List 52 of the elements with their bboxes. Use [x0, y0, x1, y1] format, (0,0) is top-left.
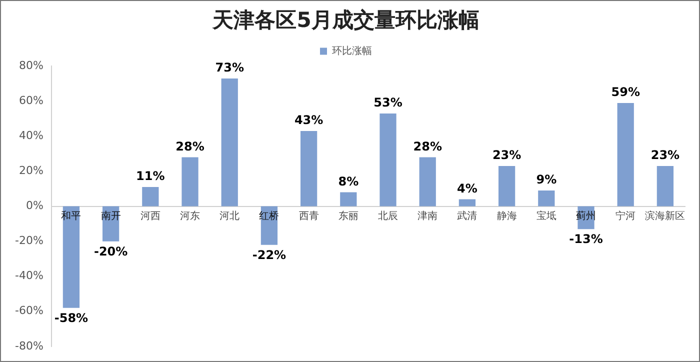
legend-label: 环比涨幅 [332, 44, 372, 57]
data-label: 8% [338, 174, 359, 188]
bar [340, 192, 357, 206]
y-tick-label: 40% [18, 129, 44, 142]
data-label: -22% [252, 248, 286, 262]
x-tick-label: 宁河 [616, 210, 636, 222]
bar [458, 199, 476, 206]
bar [617, 102, 634, 206]
y-tick-label: -40% [14, 269, 44, 282]
bar [656, 166, 674, 206]
x-tick-label: 静海 [496, 210, 517, 222]
y-tick-label: 0% [26, 199, 44, 212]
bar [142, 187, 159, 206]
x-tick-label: 宝坻 [536, 210, 556, 222]
data-label: -20% [94, 244, 128, 258]
y-tick-label: 20% [18, 164, 44, 178]
bar [300, 130, 318, 206]
data-label: 53% [374, 96, 402, 110]
data-label: 59% [611, 85, 640, 100]
x-tick-label: 津南 [418, 210, 438, 222]
data-label: -58% [54, 310, 88, 325]
data-label: 23% [492, 148, 522, 162]
y-tick-label: 60% [18, 94, 44, 108]
bar [498, 166, 516, 206]
data-label: 73% [215, 60, 244, 75]
bar [538, 190, 555, 206]
x-tick-label: 武清 [457, 210, 478, 222]
data-label: 4% [457, 181, 478, 196]
bar [221, 78, 238, 206]
bar [182, 157, 198, 206]
data-label: 43% [294, 113, 324, 128]
bar [380, 113, 396, 206]
data-label: 11% [136, 169, 165, 184]
chart-title: 天津各区5月成交量环比涨幅 [212, 8, 480, 32]
x-tick-label: 河东 [180, 210, 200, 222]
data-label: 23% [650, 148, 680, 162]
bar [62, 206, 80, 308]
x-tick-label: 河西 [140, 210, 160, 222]
x-tick-label: 东丽 [338, 210, 358, 222]
y-tick-label: -20% [14, 234, 44, 248]
x-tick-label: 西青 [298, 210, 319, 222]
x-tick-label: 河北 [220, 210, 240, 222]
x-tick-label: 北辰 [378, 210, 398, 222]
data-label: 28% [413, 139, 442, 154]
y-tick-label: 80% [18, 59, 44, 72]
y-tick-label: -60% [14, 304, 44, 318]
bar [419, 157, 436, 206]
data-label: 9% [536, 172, 557, 187]
data-label: 28% [176, 139, 204, 154]
data-label: -13% [569, 232, 603, 246]
y-tick-label: -80% [14, 339, 44, 352]
x-tick-label: 滨海新区 [645, 210, 686, 222]
